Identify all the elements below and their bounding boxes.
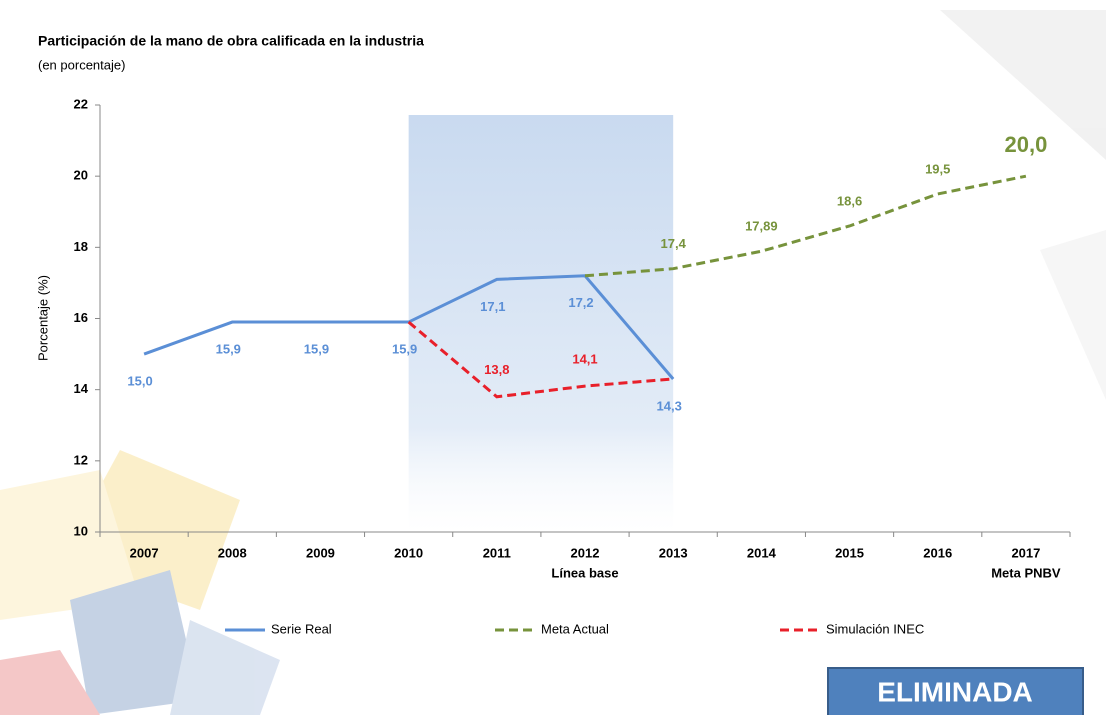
value-label: 14,3: [657, 398, 682, 413]
banner: ELIMINADA: [827, 667, 1084, 715]
series-line: [584, 174, 1027, 278]
value-label: 15,9: [392, 341, 417, 356]
y-tick-label: 18: [74, 239, 88, 254]
banner-text: ELIMINADA: [877, 676, 1033, 707]
value-label: 14,1: [572, 352, 597, 367]
x-tick-label: 2011: [483, 545, 511, 560]
value-label: 15,9: [304, 341, 329, 356]
value-label: 15,0: [127, 374, 152, 389]
x-tick-label: 2010: [394, 545, 423, 560]
legend-label: Simulación INEC: [826, 621, 924, 636]
y-axis-label: Porcentaje (%): [35, 275, 50, 361]
value-label: 17,89: [745, 219, 778, 234]
banner-box: [827, 667, 1084, 715]
legend-label: Meta Actual: [541, 621, 609, 636]
y-tick-label: 10: [74, 523, 88, 538]
x-tick-label: 2015: [835, 545, 864, 560]
value-label: 19,5: [925, 161, 950, 176]
chart-subtitle: (en porcentaje): [38, 57, 125, 72]
x-tick-label: 2014: [747, 545, 777, 560]
value-label: 17,1: [480, 299, 505, 314]
value-label: 15,9: [216, 341, 241, 356]
background-decoration: [0, 10, 1106, 715]
value-label: 13,8: [484, 362, 509, 377]
x-tick-label: 2013: [659, 545, 688, 560]
y-tick-label: 22: [74, 96, 88, 111]
y-tick-label: 20: [74, 168, 88, 183]
x-sublabel: Línea base: [551, 565, 618, 580]
value-label: 20,0: [1004, 132, 1047, 157]
x-tick-label: 2007: [130, 545, 159, 560]
legend-label: Serie Real: [271, 621, 332, 636]
y-tick-label: 12: [74, 452, 88, 467]
x-tick-label: 2009: [306, 545, 335, 560]
chart-title: Participación de la mano de obra calific…: [38, 33, 424, 49]
value-label: 17,4: [661, 236, 687, 251]
x-sublabel: Meta PNBV: [991, 565, 1061, 580]
y-tick-label: 16: [74, 310, 88, 325]
value-label: 17,2: [568, 295, 593, 310]
x-tick-label: 2008: [218, 545, 247, 560]
value-label: 18,6: [837, 193, 862, 208]
y-tick-label: 14: [74, 381, 89, 396]
x-tick-label: 2012: [571, 545, 600, 560]
shaded-range: [408, 115, 674, 532]
x-tick-label: 2016: [923, 545, 952, 560]
x-tick-label: 2017: [1011, 545, 1040, 560]
series-line: [407, 320, 674, 399]
